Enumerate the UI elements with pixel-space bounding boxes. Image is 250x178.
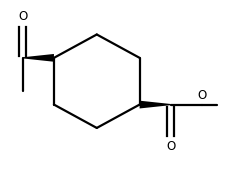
Text: O: O bbox=[166, 140, 175, 153]
Polygon shape bbox=[23, 54, 54, 62]
Text: O: O bbox=[197, 89, 206, 102]
Text: O: O bbox=[18, 10, 28, 23]
Polygon shape bbox=[140, 101, 171, 108]
